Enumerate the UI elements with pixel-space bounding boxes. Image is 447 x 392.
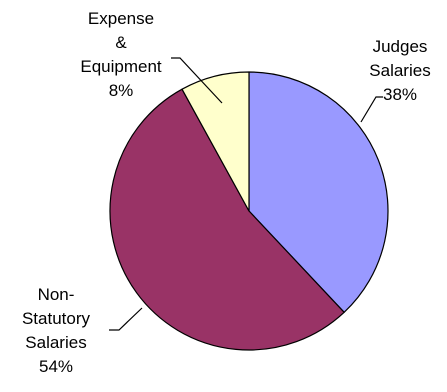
leader-line — [360, 96, 383, 123]
slice-label-line: Expense — [88, 9, 154, 28]
slice-label-line: 38% — [383, 85, 417, 104]
slice-label-line: Judges — [373, 37, 428, 56]
slice-label: Judges Salaries 38% — [369, 37, 430, 104]
slice-label-line: & — [115, 33, 127, 52]
pie-slice-non-statutory-salaries — [109, 88, 345, 351]
slice-label-line: Equipment — [80, 57, 162, 76]
slice-label: Non- Statutory Salaries 54% — [22, 285, 91, 376]
slice-label-line: Statutory — [22, 309, 91, 328]
slice-label-line: Salaries — [25, 333, 86, 352]
slice-label-line: 54% — [39, 357, 73, 376]
slice-label-line: 8% — [109, 81, 134, 100]
slice-labels: Judges Salaries 38% Non- Statutory Salaries 54… — [22, 9, 431, 376]
pie-slice-expense-equipment — [181, 71, 250, 212]
slice-label-line: Non- — [38, 285, 75, 304]
slice-label-line: Salaries — [369, 61, 430, 80]
leader-lines — [109, 57, 383, 331]
slice-label: Expense & Equipment 8% — [80, 9, 162, 100]
leader-line — [109, 307, 143, 331]
pie-slices — [109, 71, 389, 351]
pie-slice-judges-salaries — [248, 71, 389, 313]
leader-line — [171, 57, 223, 104]
